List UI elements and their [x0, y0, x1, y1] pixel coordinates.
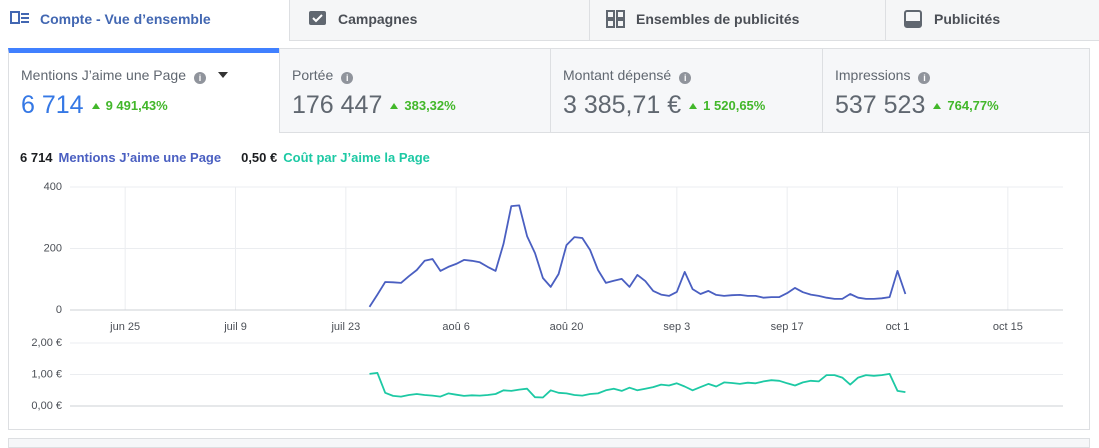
metric-value: 176 447 383,32%	[292, 91, 550, 120]
summary-value: 0,50 €	[241, 150, 278, 165]
y-tick-label: 1,00 €	[31, 368, 62, 380]
metric-change: 1 520,65%	[689, 98, 765, 113]
y-tick-label: 0	[56, 304, 62, 316]
metric-change: 764,77%	[933, 98, 998, 113]
metric-label: Portée	[292, 67, 334, 83]
tab-label: Compte - Vue d’ensemble	[40, 11, 211, 27]
content-panel	[8, 48, 1090, 430]
legend-label: Coût par J’aime la Page	[283, 150, 430, 165]
x-tick-label: juil 9	[223, 321, 247, 333]
data-line	[368, 204, 907, 308]
tab-label: Publicités	[934, 11, 1001, 27]
tab-icon	[904, 10, 922, 28]
tab-label: Campagnes	[338, 11, 418, 27]
y-tick-label: 2,00 €	[31, 337, 62, 349]
x-tick-label: aoû 6	[442, 321, 470, 333]
tab[interactable]: Publicités	[894, 0, 1099, 40]
metric-label: Mentions J’aime une Page	[21, 67, 186, 83]
x-tick-label: oct 1	[886, 321, 910, 333]
metric-value: 537 523 764,77%	[835, 91, 1089, 120]
x-tick-label: juil 23	[330, 321, 360, 333]
next-panel	[8, 438, 1090, 448]
dropdown-arrow[interactable]	[218, 72, 228, 78]
x-tick-label: sep 3	[663, 321, 690, 333]
metric-number: 537 523	[835, 91, 926, 119]
tab[interactable]: Campagnes	[298, 0, 590, 40]
metric-change: 383,32%	[390, 98, 455, 113]
metric-card[interactable]: Mentions J’aime une Page i 6 714 9 491,43%	[8, 48, 279, 133]
tab-bar: Compte - Vue d’ensemble Campagnes Ensemb…	[0, 0, 1099, 41]
metric-label: Impressions	[835, 67, 911, 83]
metric-number: 6 714	[21, 91, 84, 119]
info-icon[interactable]: i	[918, 72, 931, 84]
tab-icon	[10, 11, 29, 24]
metric-number: 176 447	[292, 91, 383, 119]
tab[interactable]: Compte - Vue d’ensemble	[0, 0, 290, 41]
legend-label: Mentions J’aime une Page	[58, 150, 222, 165]
summary-value: 6 714	[20, 150, 53, 165]
metric-header: Mentions J’aime une Page i	[21, 67, 279, 85]
tab[interactable]: Ensembles de publicités	[596, 0, 886, 40]
metric-value: 3 385,71 € 1 520,65%	[563, 91, 822, 120]
info-icon[interactable]: i	[341, 72, 354, 84]
info-icon[interactable]: i	[679, 72, 692, 84]
metric-card[interactable]: Montant dépensé i 3 385,71 € 1 520,65%	[550, 48, 823, 133]
data-line	[369, 372, 906, 399]
metric-header: Portée i	[292, 67, 550, 85]
metric-header: Montant dépensé i	[563, 67, 822, 85]
metric-value: 6 714 9 491,43%	[21, 91, 279, 120]
metric-header: Impressions i	[835, 67, 1089, 85]
x-tick-label: aoû 20	[550, 321, 584, 333]
metric-card[interactable]: Portée i 176 447 383,32%	[279, 48, 551, 133]
tab-icon	[606, 10, 625, 28]
metric-card[interactable]: Impressions i 537 523 764,77%	[822, 48, 1090, 133]
y-tick-label: 0,00 €	[31, 400, 62, 412]
metric-number: 3 385,71 €	[563, 91, 682, 119]
tab-icon	[309, 11, 326, 25]
y-tick-label: 200	[44, 242, 62, 254]
metric-change: 9 491,43%	[92, 98, 168, 113]
metric-label: Montant dépensé	[563, 67, 672, 83]
y-tick-label: 400	[44, 181, 62, 193]
x-tick-label: jun 25	[109, 321, 140, 333]
x-tick-label: oct 15	[993, 321, 1023, 333]
chart-legend: 6 714 Mentions J’aime une Page 0,50 € Coût …	[20, 150, 436, 165]
info-icon[interactable]: i	[194, 72, 206, 84]
x-tick-label: sep 17	[771, 321, 804, 333]
tab-label: Ensembles de publicités	[636, 11, 800, 27]
